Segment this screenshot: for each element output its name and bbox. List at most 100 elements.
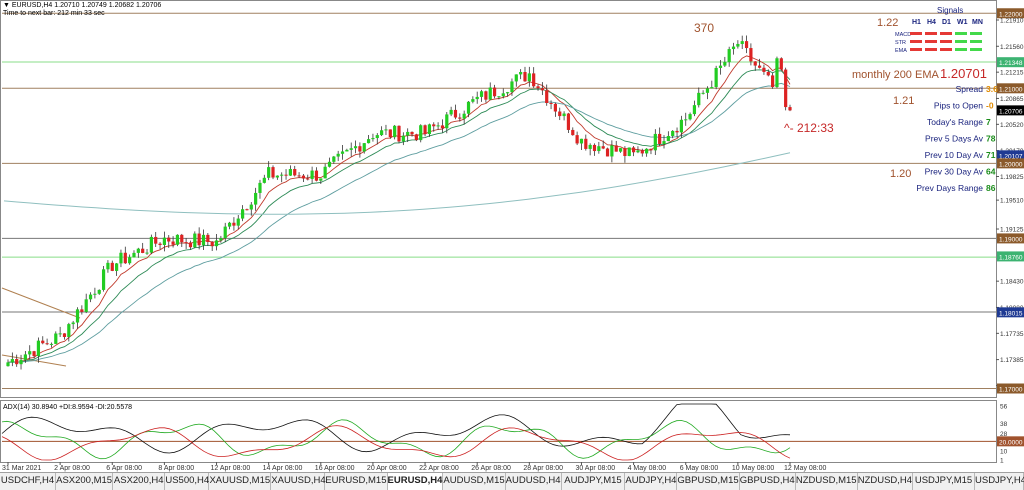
candle xyxy=(545,84,549,106)
candle xyxy=(106,260,110,273)
candle xyxy=(610,140,614,163)
signal-indicator xyxy=(940,40,952,43)
info-label: Prev 10 Day Av xyxy=(925,150,984,160)
candle xyxy=(88,292,93,303)
tab-usdjpy-h4[interactable]: USDJPY,H4 xyxy=(975,473,1024,490)
candle xyxy=(345,148,349,152)
candle xyxy=(558,107,562,121)
tab-usdjpy-m15[interactable]: USDJPY,M15 xyxy=(913,473,975,490)
candle xyxy=(458,113,462,122)
candle xyxy=(440,119,445,133)
candle xyxy=(466,101,471,118)
time-axis-label: 12 May 08:00 xyxy=(784,465,827,472)
candle xyxy=(6,359,10,367)
candle xyxy=(640,148,644,157)
tab-gbpusd-m15[interactable]: GBPUSD,M15 xyxy=(677,473,740,490)
tab-xauusd-m15[interactable]: XAUUSD,M15 xyxy=(209,473,272,490)
adx-axis-label: 56 xyxy=(1000,403,1008,410)
candle xyxy=(636,146,640,154)
price-tag xyxy=(997,251,1024,262)
info-value: 3.6 xyxy=(986,84,998,94)
candle xyxy=(232,217,236,231)
candle xyxy=(771,72,775,89)
candle xyxy=(241,205,245,222)
info-label: Prev 5 Days Av xyxy=(925,134,984,144)
candle xyxy=(288,165,292,176)
candle xyxy=(210,241,214,251)
adx-axis-label: 20.0000 xyxy=(999,439,1023,446)
price-tag xyxy=(997,83,1024,94)
tab-audjpy-h4[interactable]: AUDJPY,H4 xyxy=(625,473,678,490)
candle xyxy=(327,157,332,168)
candle xyxy=(749,43,753,66)
candle xyxy=(701,90,705,95)
candle xyxy=(67,322,71,342)
tab-audusd-h4[interactable]: AUDUSD,H4 xyxy=(506,473,562,490)
candle xyxy=(488,82,492,101)
candle xyxy=(93,287,97,299)
signal-timeframe: D1 xyxy=(942,19,951,26)
candle xyxy=(601,140,605,150)
candle xyxy=(784,67,788,111)
candle xyxy=(714,65,718,90)
candle xyxy=(532,67,536,88)
tab-eurusd-h4[interactable]: EURUSD,H4 xyxy=(387,473,444,490)
tab-audjpy-m15[interactable]: AUDJPY,M15 xyxy=(562,473,626,490)
candle xyxy=(645,148,649,157)
tab-nzdusd-h4[interactable]: NZDUSD,H4 xyxy=(858,473,914,490)
price-axis-label: 1.21348 xyxy=(999,60,1023,67)
candle xyxy=(766,69,770,77)
tab-xauusd-h4[interactable]: XAUUSD,H4 xyxy=(271,473,326,490)
candle xyxy=(115,262,119,276)
tab-us500-h4[interactable]: US500,H4 xyxy=(165,473,210,490)
candle xyxy=(575,131,579,146)
price-axis-label: 1.20706 xyxy=(999,108,1023,115)
candle xyxy=(506,91,510,97)
time-axis-label: 12 Apr 08:00 xyxy=(211,465,251,472)
signal-indicator xyxy=(925,32,937,35)
candle xyxy=(214,233,219,251)
candle xyxy=(731,42,736,55)
monthly-ema-label: monthly 200 EMA xyxy=(852,69,939,81)
candle xyxy=(97,289,101,295)
level-1-21-label: 1.21 xyxy=(893,95,914,107)
candle xyxy=(718,60,723,75)
candle xyxy=(306,174,310,181)
candle xyxy=(540,82,544,96)
info-label: Prev 30 Day Av xyxy=(925,167,984,177)
ema-mid-line xyxy=(7,69,791,363)
candle xyxy=(149,234,153,255)
signal-indicator xyxy=(910,32,922,35)
tab-eurusd-m15[interactable]: EURUSD,M15 xyxy=(325,473,388,490)
signal-indicator xyxy=(955,32,967,35)
adx-axis-label: 10 xyxy=(1000,449,1008,456)
candle xyxy=(371,133,375,142)
candle xyxy=(145,248,149,255)
candle xyxy=(314,167,319,182)
price-axis-label: 1.20000 xyxy=(999,161,1023,168)
time-axis-label: 16 Apr 08:00 xyxy=(315,465,355,472)
candle xyxy=(427,123,432,137)
candle xyxy=(284,169,288,180)
candle xyxy=(592,143,597,156)
level-1-20-label: 1.20 xyxy=(890,168,911,180)
tab-asx200-m15[interactable]: ASX200,M15 xyxy=(56,473,114,490)
candle xyxy=(319,178,323,184)
price-axis-label: 1.18760 xyxy=(999,254,1023,261)
tab-asx200-h4[interactable]: ASX200,H4 xyxy=(113,473,166,490)
candle xyxy=(119,249,123,268)
price-tag xyxy=(997,105,1024,116)
candle xyxy=(744,35,749,54)
tab-audusd-m15[interactable]: AUDUSD,M15 xyxy=(443,473,506,490)
tab-gbpusd-h4[interactable]: GBPUSD,H4 xyxy=(740,473,796,490)
tab-nzdusd-m15[interactable]: NZDUSD,M15 xyxy=(796,473,858,490)
signal-indicator xyxy=(940,48,952,51)
candle xyxy=(19,354,23,370)
tab-usdchf-h4[interactable]: USDCHF,H4 xyxy=(0,473,57,490)
signal-timeframe: MN xyxy=(972,19,983,26)
price-tag xyxy=(997,150,1024,161)
price-axis-label: 1.21910 xyxy=(1000,18,1024,25)
signal-row-label: EMA xyxy=(895,48,907,54)
signal-row-label: STR xyxy=(895,40,906,46)
